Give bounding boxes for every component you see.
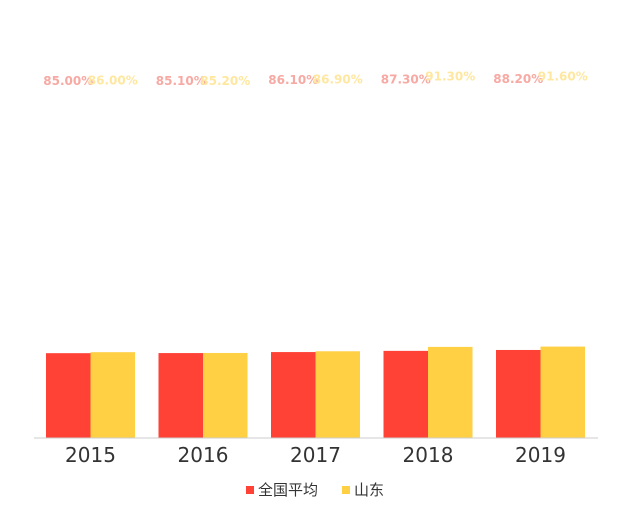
x-tick-label-2018: 2018 [403,443,454,467]
bar-山东-2015 [90,352,135,438]
value-label-全国平均-2018: 87.30% [381,72,431,86]
value-label-山东-2016: 85.20% [200,74,250,88]
bar-山东-2019 [540,346,585,438]
value-labels-layer: 85.00%86.00% 85.10%85.20% 86.10%86.90% 87.3… [43,70,587,88]
value-label-山东-2017: 86.90% [313,73,363,87]
legend-label-山东: 山东 [354,481,384,499]
x-tick-label-2016: 2016 [178,443,229,467]
x-tick-label-2015: 2015 [65,443,116,467]
x-axis-ticks: 2015 2016 2017 2018 2019 [65,443,566,467]
legend-swatch-全国平均 [246,486,254,494]
value-label-全国平均-2016: 85.10% [156,74,206,88]
value-label-全国平均-2015: 85.00% [43,74,93,88]
bar-山东-2016 [203,352,248,438]
value-label-全国平均-2019: 88.20% [493,72,543,86]
bar-山东-2018 [428,346,473,438]
value-label-山东-2015: 86.00% [88,73,138,87]
bar-全国平均-2017 [271,352,316,438]
bar-全国平均-2019 [496,349,541,438]
legend-label-全国平均: 全国平均 [258,481,318,499]
value-label-全国平均-2017: 86.10% [268,73,318,87]
legend-swatch-山东 [342,486,350,494]
bar-全国平均-2016 [158,353,203,438]
bar-全国平均-2015 [46,353,91,438]
bars-layer [46,346,585,438]
bar-山东-2017 [315,351,360,438]
legend: 全国平均 山东 [246,481,384,499]
x-tick-label-2017: 2017 [290,443,341,467]
value-label-山东-2018: 91.30% [425,70,475,84]
value-label-山东-2019: 91.60% [538,70,588,84]
x-tick-label-2019: 2019 [515,443,566,467]
bar-全国平均-2018 [383,350,428,438]
